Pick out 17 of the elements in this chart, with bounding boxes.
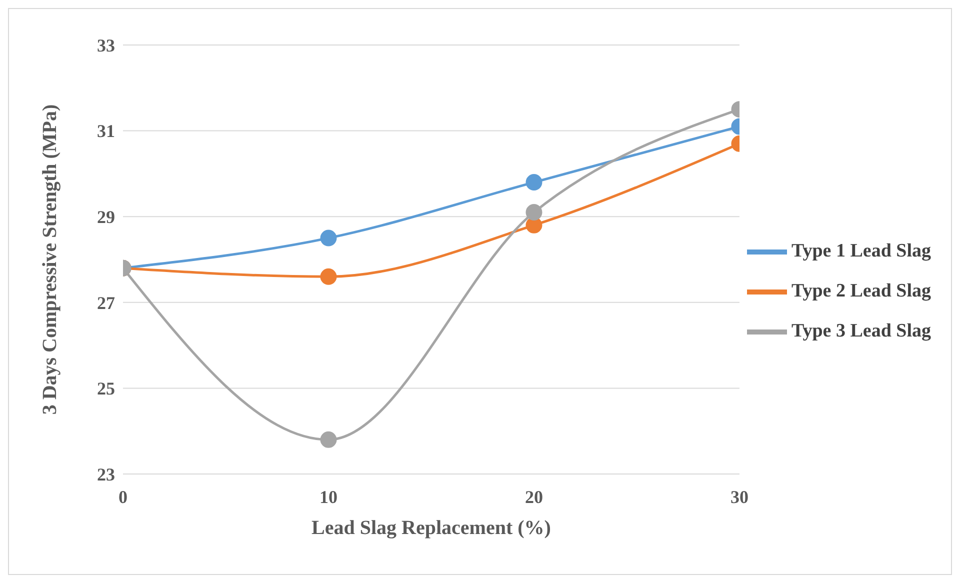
y-tick-label: 27 <box>97 292 115 313</box>
y-tick-label: 29 <box>97 206 115 227</box>
x-tick-label: 30 <box>730 486 748 507</box>
y-tick-label: 31 <box>97 121 115 142</box>
y-axis-title: 3 Days Compressive Strength (MPa) <box>39 104 62 415</box>
legend-label: Type 1 Lead Slag <box>791 240 931 261</box>
x-tick-label: 10 <box>319 486 338 507</box>
y-tick-label: 23 <box>97 464 115 484</box>
legend-label: Type 2 Lead Slag <box>791 280 931 301</box>
y-tick-label: 25 <box>97 378 115 399</box>
point <box>320 268 337 285</box>
x-tick-label: 20 <box>524 486 543 507</box>
legend-label: Type 3 Lead Slag <box>791 320 931 341</box>
x-tick-label: 0 <box>118 486 128 507</box>
point <box>320 230 337 246</box>
x-axis-title: Lead Slag Replacement (%) <box>312 517 551 539</box>
y-tick-label: 33 <box>97 35 115 56</box>
